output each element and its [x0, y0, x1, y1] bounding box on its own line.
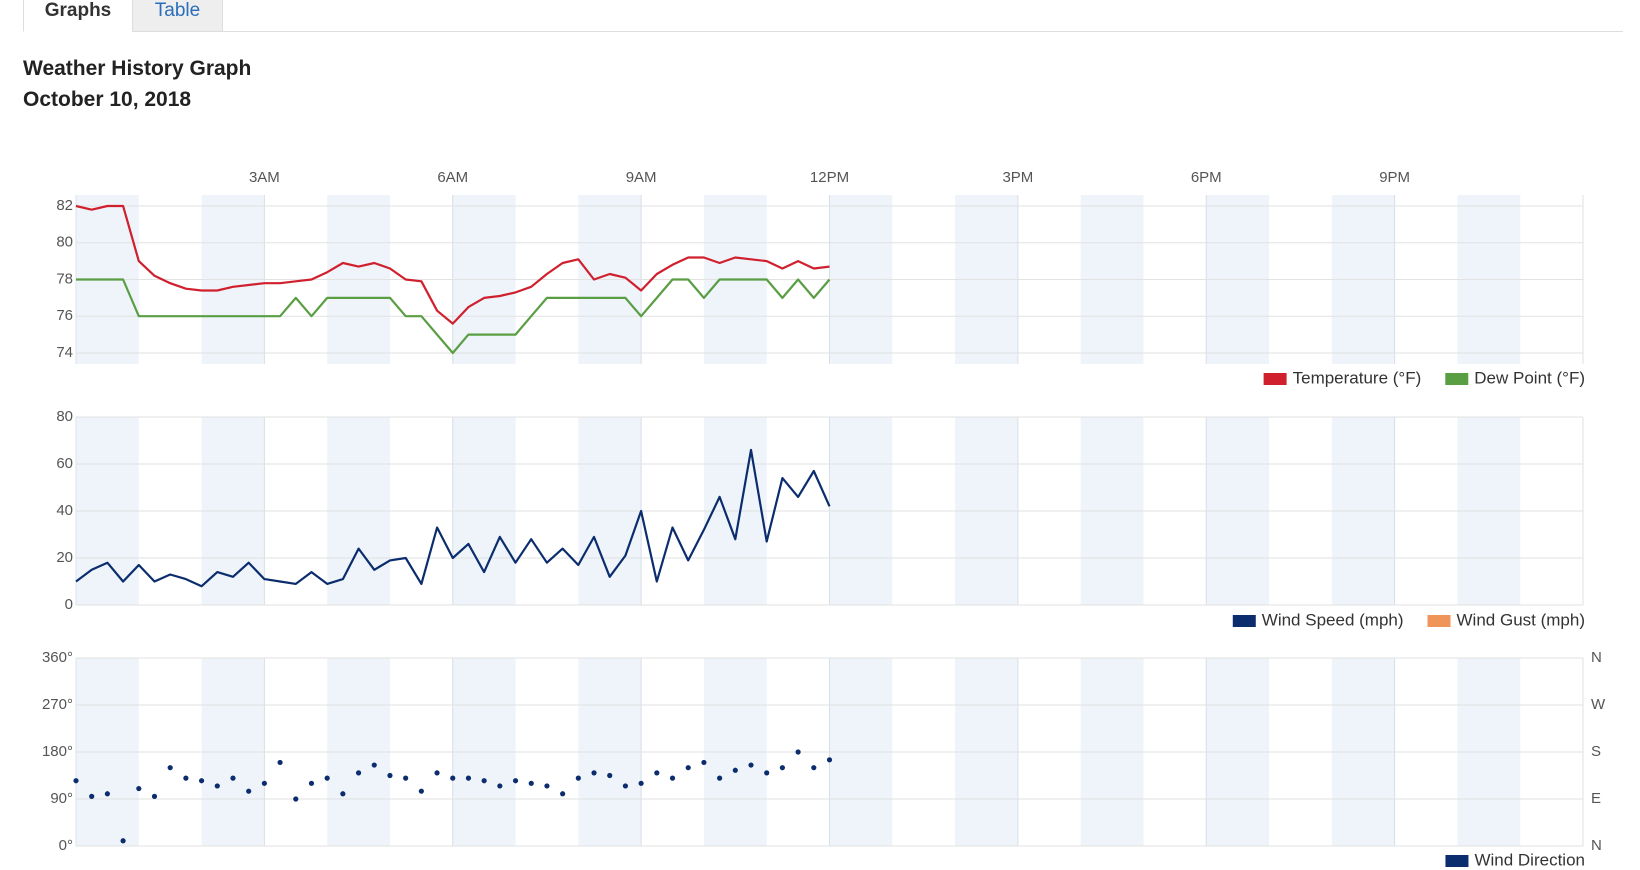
point — [764, 770, 770, 776]
point — [497, 783, 503, 789]
point — [387, 772, 393, 779]
page-date: October 10, 2018 — [23, 88, 192, 111]
x-tick-label: 9PM — [1379, 169, 1410, 186]
y-tick-label: 76 — [56, 307, 73, 324]
y2-tick-label: N — [1591, 649, 1602, 666]
y-tick-label: 74 — [56, 344, 73, 361]
point — [654, 770, 660, 776]
y-tick-label: 82 — [56, 197, 73, 214]
x-tick-label: 6AM — [437, 169, 468, 186]
point — [198, 778, 205, 784]
page-title: Weather History Graph — [23, 57, 252, 80]
point — [465, 775, 472, 781]
point — [261, 780, 267, 786]
y2-tick-label: E — [1591, 790, 1601, 807]
point — [340, 791, 346, 797]
point — [403, 775, 409, 781]
point — [622, 783, 629, 789]
series-line — [75, 448, 831, 588]
legend-swatch — [1445, 373, 1469, 385]
point — [607, 772, 613, 779]
point — [544, 783, 550, 789]
series-line — [76, 278, 831, 355]
point — [246, 788, 252, 794]
legend-swatch — [1232, 615, 1256, 627]
legend-label: Wind Speed (mph) — [1262, 610, 1404, 629]
point — [214, 783, 220, 789]
point — [183, 775, 189, 781]
point — [434, 770, 440, 776]
tab-bar: Graphs Table — [23, 0, 1623, 32]
y-tick-label: 0° — [59, 837, 73, 854]
y-tick-label: 80 — [56, 234, 73, 251]
point — [308, 780, 315, 786]
legend-label: Wind Direction — [1474, 850, 1585, 869]
point — [685, 765, 691, 771]
point — [89, 793, 95, 799]
y-tick-label: 80 — [56, 408, 73, 425]
y-tick-label: 60 — [56, 455, 73, 472]
legend-label: Dew Point (°F) — [1474, 368, 1585, 387]
point — [371, 762, 377, 768]
y-tick-label: 0 — [65, 596, 73, 613]
y-tick-label: 40 — [56, 502, 73, 519]
y-tick-label: 90° — [50, 790, 73, 807]
tab-graphs[interactable]: Graphs — [23, 0, 133, 32]
point — [669, 775, 676, 781]
point — [701, 759, 707, 766]
legend-swatch — [1427, 615, 1451, 627]
point — [167, 765, 173, 771]
point — [512, 778, 519, 784]
y2-tick-label: N — [1591, 837, 1602, 854]
point — [104, 791, 110, 797]
point — [277, 759, 283, 766]
point — [717, 775, 723, 781]
legend-label: Temperature (°F) — [1293, 368, 1422, 387]
point — [324, 775, 330, 781]
y-tick-label: 360° — [42, 649, 73, 666]
point — [230, 775, 236, 781]
point — [151, 793, 158, 799]
x-tick-label: 12PM — [810, 169, 849, 186]
y2-tick-label: S — [1591, 743, 1601, 760]
y-tick-label: 78 — [56, 270, 73, 287]
point — [811, 765, 817, 771]
point — [136, 785, 142, 792]
y-tick-label: 180° — [42, 743, 73, 760]
point — [418, 788, 424, 794]
y2-tick-label: W — [1591, 696, 1606, 713]
y-tick-label: 20 — [56, 549, 73, 566]
point — [748, 762, 754, 768]
legend-swatch — [1445, 855, 1469, 867]
point — [575, 775, 581, 781]
x-tick-label: 3AM — [249, 169, 280, 186]
point — [293, 796, 299, 802]
point — [826, 757, 833, 763]
point — [732, 767, 738, 773]
point — [528, 780, 534, 786]
point — [560, 791, 566, 797]
point — [73, 778, 79, 784]
y-tick-label: 270° — [42, 696, 73, 713]
point — [591, 770, 597, 776]
point — [481, 778, 487, 784]
x-tick-label: 6PM — [1191, 169, 1222, 186]
x-tick-label: 3PM — [1002, 169, 1033, 186]
point — [779, 765, 786, 771]
point — [638, 780, 644, 786]
x-tick-label: 9AM — [626, 169, 657, 186]
point — [795, 749, 801, 755]
tab-table[interactable]: Table — [132, 0, 223, 32]
legend-label: Wind Gust (mph) — [1457, 610, 1585, 629]
point — [355, 770, 362, 776]
point — [450, 775, 456, 781]
series-line — [75, 204, 830, 325]
legend-swatch — [1263, 373, 1287, 385]
point — [120, 838, 126, 844]
